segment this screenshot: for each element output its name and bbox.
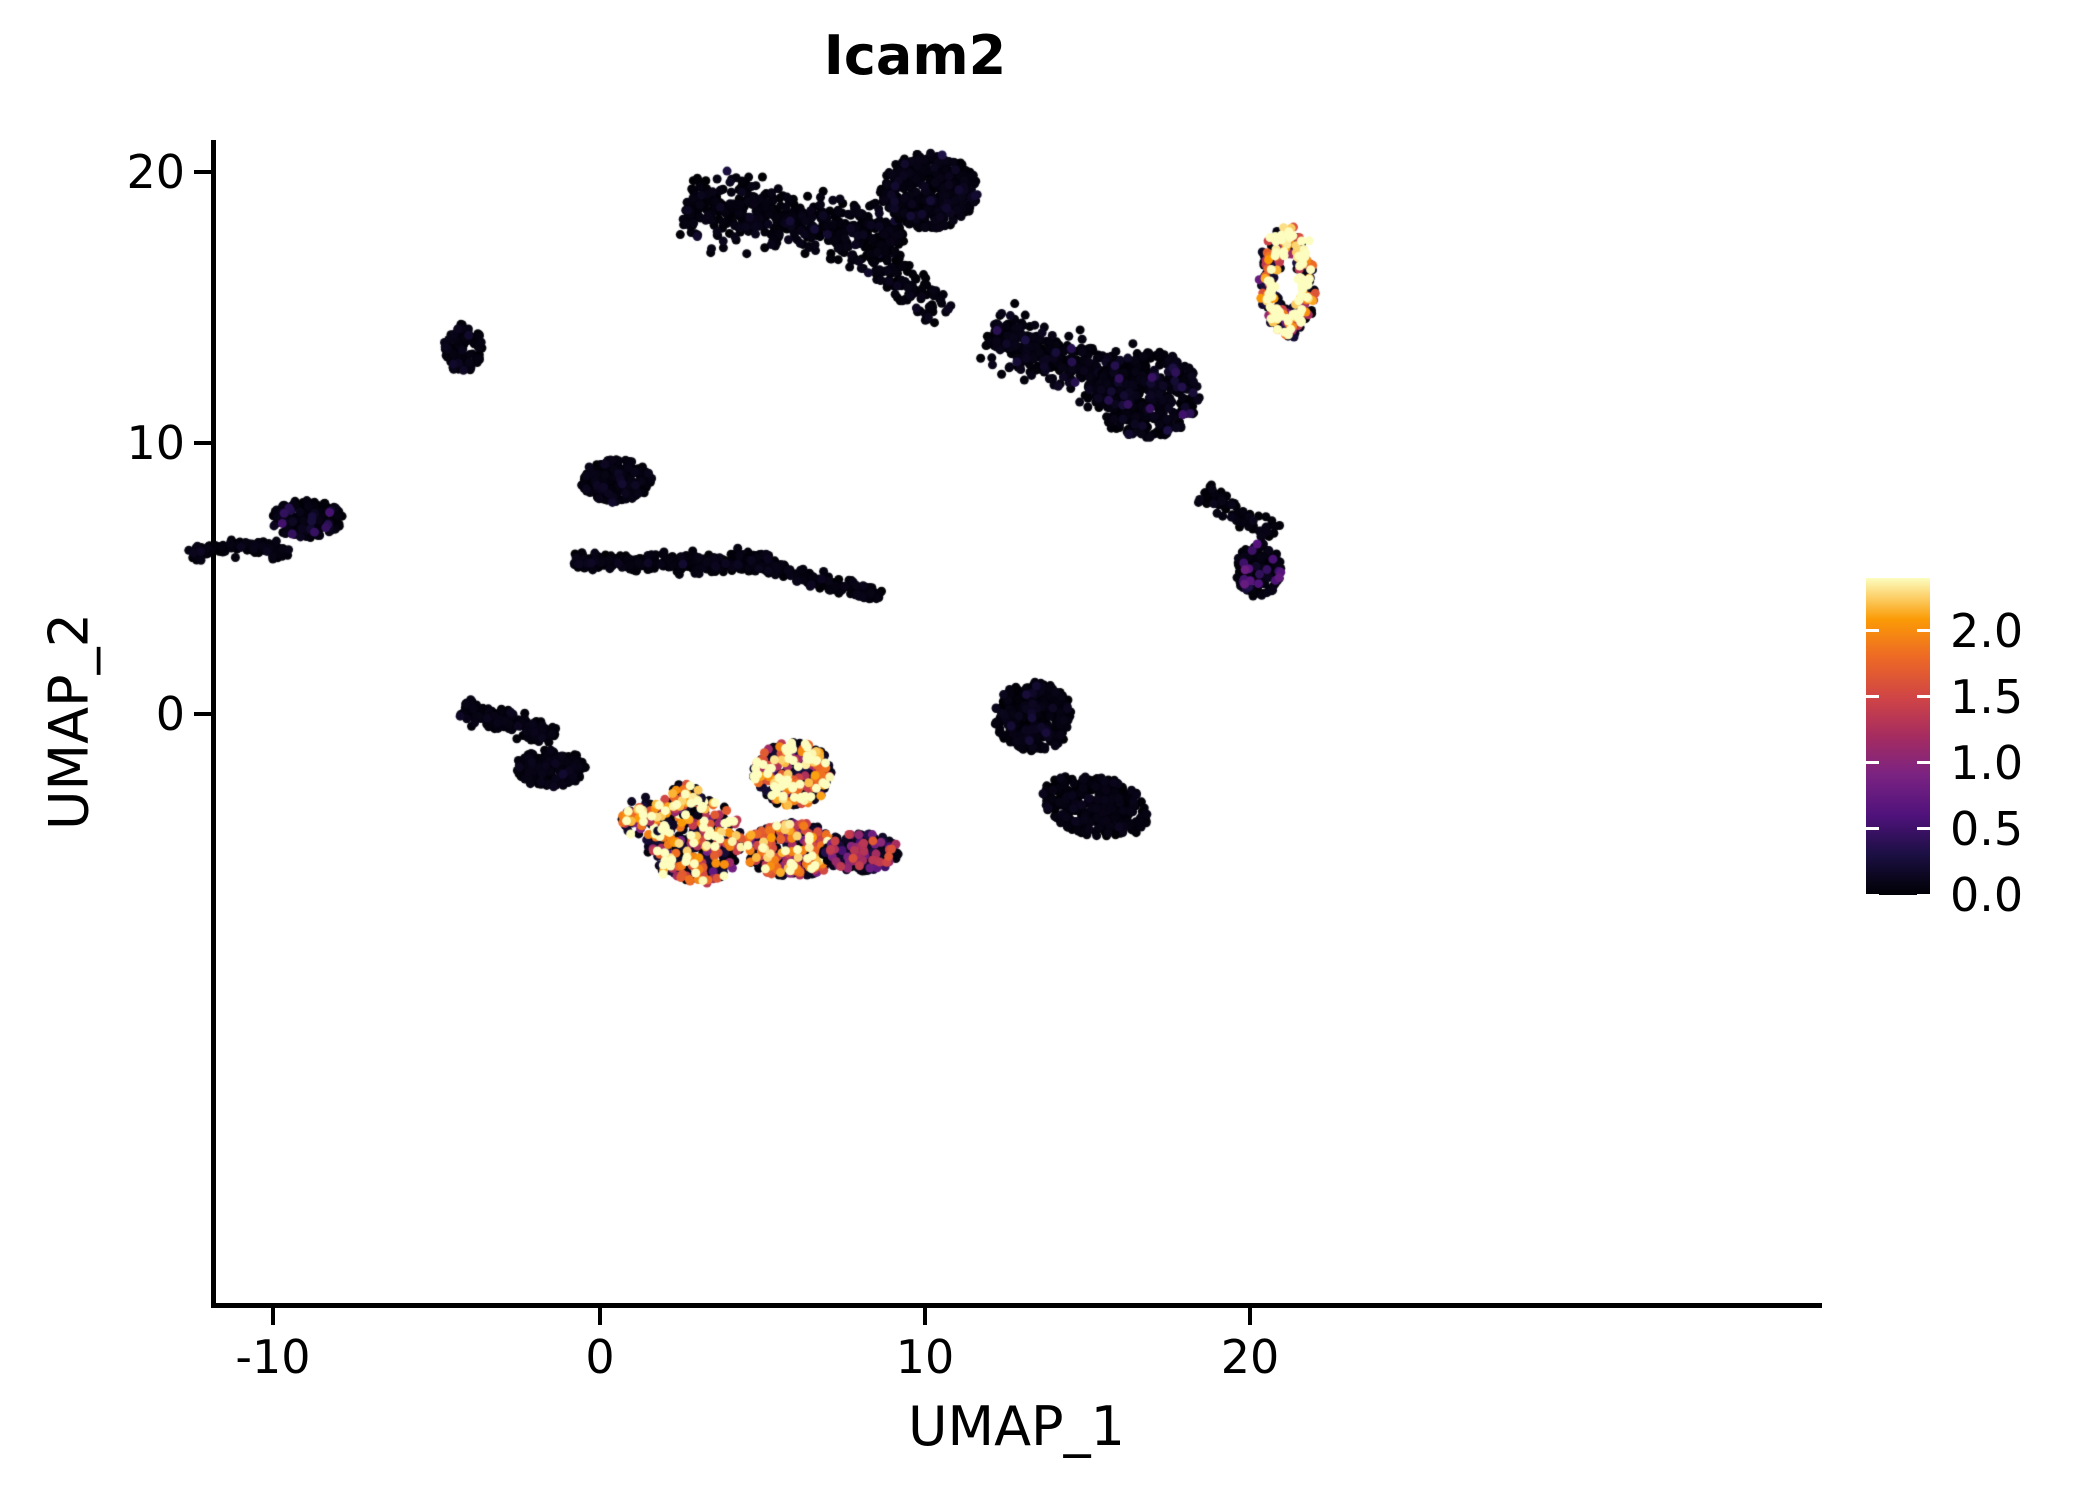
colorbar-tick-mark [1917,827,1930,831]
colorbar-tick-label: 0.5 [1950,801,2024,856]
x-tick-label: 10 [895,1330,955,1384]
x-tick-label: 0 [585,1330,615,1384]
x-axis-label: UMAP_1 [908,1395,1125,1458]
y-tick-label: 0 [155,687,185,741]
plot-area [211,140,1822,1305]
colorbar-tick-mark [1917,695,1930,699]
colorbar-tick-mark [1917,629,1930,633]
colorbar-tick-label: 1.5 [1950,669,2024,724]
x-tick-mark [923,1308,927,1325]
y-axis-label: UMAP_2 [37,613,101,830]
x-tick-label: -10 [235,1330,311,1384]
x-axis-spine [211,1303,1822,1308]
x-tick-mark [1248,1308,1252,1325]
y-tick-label: 20 [126,145,185,199]
y-tick-mark [194,170,211,174]
colorbar-tick-mark [1866,827,1879,831]
colorbar-tick-mark [1917,893,1930,897]
colorbar-tick-mark [1866,695,1879,699]
colorbar-tick-label: 2.0 [1950,603,2024,658]
page-title: Icam2 [823,24,1007,87]
colorbar-tick-mark [1866,629,1879,633]
colorbar: 2.0 1.5 1.0 0.5 0.0 [1866,578,2096,922]
colorbar-tick-mark [1866,893,1879,897]
y-tick-mark [194,712,211,716]
x-tick-label: 20 [1220,1330,1280,1384]
y-axis-spine [211,140,216,1308]
colorbar-tick-mark [1917,761,1930,765]
colorbar-tick-label: 1.0 [1950,735,2024,790]
colorbar-tick-mark [1866,761,1879,765]
colorbar-tick-label: 0.0 [1950,868,2024,922]
x-tick-mark [598,1308,602,1325]
colorbar-gradient [1866,578,1930,895]
y-tick-mark [194,441,211,445]
x-tick-mark [271,1308,275,1325]
y-tick-label: 10 [126,416,185,470]
